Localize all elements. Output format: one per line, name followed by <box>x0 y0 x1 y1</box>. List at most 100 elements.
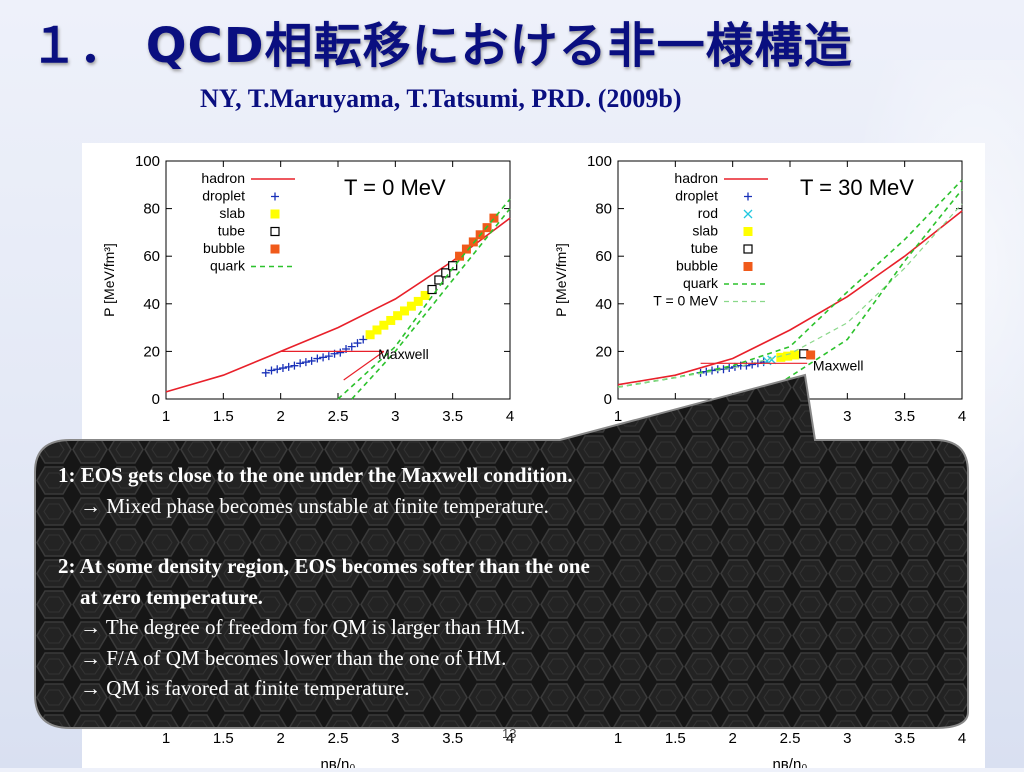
right-xtick-label: 1.5 <box>665 730 686 747</box>
right-legend-label: T = 0 MeV <box>653 293 718 309</box>
left-ytick-label: 100 <box>135 153 160 170</box>
right-legend-swatch <box>743 262 753 271</box>
right-series-droplet-point <box>748 360 757 369</box>
right-xtick-label: 2 <box>728 730 736 747</box>
left-series-bubble-point <box>455 251 465 261</box>
left-series-droplet-point <box>313 354 322 363</box>
right-xtick-label: 3.5 <box>894 408 915 425</box>
left-series-droplet-point <box>284 362 293 371</box>
left-xtick-label: 3 <box>391 408 399 425</box>
left-series-tube-point <box>427 284 437 295</box>
left-ytick-label: 20 <box>143 343 160 360</box>
right-xtick-label: 2.5 <box>780 408 801 425</box>
left-series-droplet-point <box>353 339 362 348</box>
left-xtick-label: 1.5 <box>213 408 234 425</box>
left-legend-label: quark <box>210 258 246 274</box>
note-line-2: → Mixed phase becomes unstable at finite… <box>80 493 549 518</box>
right-xtick-label: 1 <box>614 730 622 747</box>
right-legend-label: quark <box>683 275 719 291</box>
right-ylabel: P [MeV/fm³] <box>553 243 569 317</box>
right-ytick-label: 0 <box>604 391 612 408</box>
left-series-droplet-point <box>307 356 316 365</box>
left-series-droplet-point <box>296 359 305 368</box>
left-legend-label: tube <box>218 223 245 239</box>
left-legend-swatch <box>270 226 280 237</box>
left-legend-swatch <box>270 244 280 254</box>
left-xlabel: nʙ/n₀ <box>320 756 355 768</box>
left-series-droplet-point <box>301 358 310 367</box>
left-xtick-label: 3.5 <box>442 730 463 747</box>
note-line-6: → F/A of QM becomes lower than the one o… <box>80 645 507 670</box>
left-series-slab-point <box>413 296 423 306</box>
right-legend-label: tube <box>691 240 718 256</box>
right-legend-label: slab <box>692 223 718 239</box>
right-ytick-label: 60 <box>595 248 612 265</box>
left-xtick-label: 4 <box>506 730 514 747</box>
right-ytick-label: 80 <box>595 201 612 218</box>
left-series-bubble-point <box>489 213 499 223</box>
right-ytick-label: 100 <box>587 153 612 170</box>
left-ytick-label: 80 <box>143 201 160 218</box>
right-legend-label: rod <box>698 205 718 221</box>
right-xtick-label: 4 <box>958 408 966 425</box>
left-series-slab-point <box>365 330 375 340</box>
left-xtick-label: 3.5 <box>442 408 463 425</box>
callout-text: 1: EOS gets close to the one under the M… <box>58 460 938 704</box>
left-xtick-label: 4 <box>506 408 514 425</box>
right-xtick-label: 3 <box>843 408 851 425</box>
left-legend-label: slab <box>219 205 245 221</box>
left-series-slab-point <box>372 325 382 335</box>
left-ylabel: P [MeV/fm³] <box>101 243 117 317</box>
left-series-droplet-point <box>347 342 356 351</box>
note-line-5: → The degree of freedom for QM is larger… <box>80 615 526 639</box>
left-xtick-label: 2.5 <box>328 408 349 425</box>
note-line-1: 1: EOS gets close to the one under the M… <box>58 463 573 487</box>
right-ytick-label: 40 <box>595 296 612 313</box>
left-xtick-label: 2.5 <box>328 730 349 747</box>
left-xtick-label: 1 <box>162 408 170 425</box>
right-xtick-label: 3.5 <box>894 730 915 747</box>
left-series-slab-point <box>379 320 389 330</box>
left-series-slab-point <box>406 301 416 311</box>
right-series-slab-point <box>776 352 786 362</box>
right-legend-swatch <box>743 227 753 236</box>
left-series-slab-point <box>400 306 410 316</box>
slide-title: １． QCD相転移における非一様構造 <box>30 18 853 74</box>
left-series-slab-point <box>393 311 403 321</box>
right-legend-swatch <box>744 192 752 201</box>
note-line-7: → QM is favored at finite temperature. <box>80 676 410 700</box>
right-xtick-label: 1.5 <box>665 408 686 425</box>
right-series-slab-point <box>783 351 793 361</box>
left-series-droplet-point <box>290 361 299 370</box>
right-title: T = 30 MeV <box>800 175 914 200</box>
left-series-droplet-point <box>278 364 287 373</box>
right-series-rod-point <box>767 355 777 365</box>
note-line-3: 2: At some density region, EOS becomes s… <box>58 554 590 578</box>
left-legend-label: droplet <box>202 188 245 204</box>
left-ytick-label: 60 <box>143 248 160 265</box>
left-series-slab-point <box>386 315 396 325</box>
page-number: 13 <box>502 726 517 741</box>
left-series-bubble-point <box>461 244 471 254</box>
left-annotation: Maxwell <box>378 346 429 362</box>
note-line-4: at zero temperature. <box>80 584 263 609</box>
left-legend-swatch <box>270 209 280 219</box>
left-legend-label: bubble <box>203 240 245 256</box>
left-series-aux6-line <box>351 208 511 400</box>
left-legend-swatch <box>271 192 279 201</box>
right-legend-label: bubble <box>676 258 718 274</box>
left-series-hadron-line <box>165 217 511 393</box>
right-ytick-label: 20 <box>595 343 612 360</box>
left-series-droplet-point <box>319 353 328 362</box>
right-xtick-label: 1 <box>614 408 622 425</box>
left-xtick-label: 3 <box>391 730 399 747</box>
right-xtick-label: 3 <box>843 730 851 747</box>
right-series-bubble-point <box>806 350 816 360</box>
left-xtick-label: 2 <box>276 408 284 425</box>
left-series-tube-point <box>434 275 444 285</box>
left-series-droplet-point <box>267 366 276 375</box>
right-series-slab-point <box>790 350 800 360</box>
right-xlabel: nʙ/n₀ <box>772 756 807 768</box>
left-title: T = 0 MeV <box>344 175 446 200</box>
left-series-bubble-point <box>468 237 478 247</box>
